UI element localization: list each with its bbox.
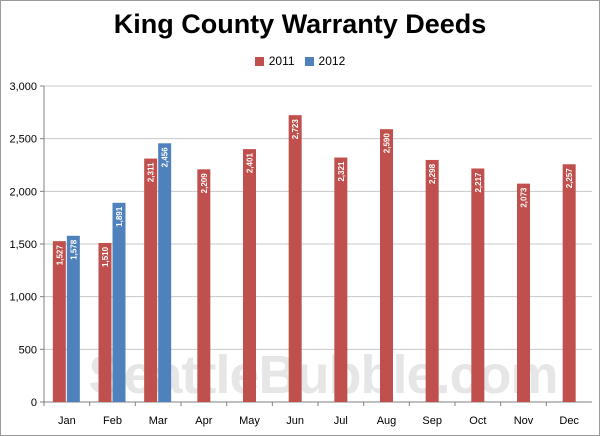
- data-label-2011: 2,311: [147, 162, 156, 182]
- y-tick-label: 500: [19, 344, 37, 356]
- y-tick-label: 2,500: [9, 134, 37, 146]
- bar-2011: [144, 158, 158, 402]
- x-tick-label: Jul: [334, 415, 348, 427]
- x-tick-label: Mar: [149, 415, 168, 427]
- x-tick-label: Jun: [286, 415, 304, 427]
- x-tick-label: Sep: [422, 415, 442, 427]
- bar-2011: [380, 129, 393, 403]
- data-label-2011: 1,527: [55, 245, 64, 266]
- legend-swatch-2012: [304, 56, 314, 66]
- legend: 2011 2012: [1, 54, 599, 68]
- legend-label-2012: 2012: [318, 54, 346, 68]
- x-tick-label: Jan: [58, 415, 76, 427]
- data-label-2011: 2,321: [337, 161, 346, 182]
- y-tick-label: 0: [31, 397, 37, 409]
- legend-label-2011: 2011: [268, 54, 295, 68]
- bar-2012: [112, 202, 126, 402]
- x-tick-label: Oct: [469, 415, 486, 427]
- bar-2011: [425, 159, 439, 402]
- bar-2011: [197, 169, 211, 402]
- bar-2011: [52, 241, 66, 402]
- bar-2011: [562, 164, 576, 402]
- bar-2012: [158, 143, 172, 402]
- bar-2012: [66, 235, 80, 402]
- data-label-2012: 1,578: [69, 239, 78, 260]
- x-tick-label: Nov: [514, 415, 534, 427]
- bar-2011: [288, 115, 302, 402]
- data-label-2011: 2,217: [474, 172, 483, 193]
- data-label-2012: 2,456: [161, 147, 170, 168]
- x-tick-label: May: [239, 415, 260, 427]
- bar-2011: [517, 183, 530, 402]
- chart-title: King County Warranty Deeds: [113, 9, 487, 39]
- data-label-2012: 1,891: [115, 206, 124, 227]
- data-label-2011: 2,723: [291, 119, 300, 140]
- legend-item-2012: 2012: [304, 54, 346, 68]
- x-tick-label: Aug: [377, 415, 397, 427]
- x-tick-label: Dec: [559, 415, 579, 427]
- y-tick-label: 1,500: [9, 239, 37, 251]
- data-label-2011: 2,073: [520, 187, 529, 208]
- y-tick-label: 3,000: [9, 81, 37, 93]
- y-tick-label: 2,000: [9, 186, 37, 198]
- data-label-2011: 2,401: [246, 153, 255, 174]
- bar-2011: [243, 149, 256, 402]
- bar-2011: [471, 168, 485, 402]
- x-tick-label: Feb: [103, 415, 122, 427]
- data-label-2011: 2,257: [565, 168, 574, 189]
- bar-2011: [98, 242, 112, 402]
- data-label-2011: 2,209: [200, 173, 209, 194]
- x-tick-label: Apr: [195, 415, 212, 427]
- bar-2011: [334, 157, 348, 402]
- data-label-2011: 2,298: [428, 163, 437, 184]
- legend-swatch-2011: [254, 56, 264, 66]
- y-tick-label: 1,000: [9, 292, 37, 304]
- legend-item-2011: 2011: [254, 54, 295, 68]
- data-label-2011: 2,590: [383, 133, 392, 154]
- data-label-2011: 1,510: [101, 246, 110, 267]
